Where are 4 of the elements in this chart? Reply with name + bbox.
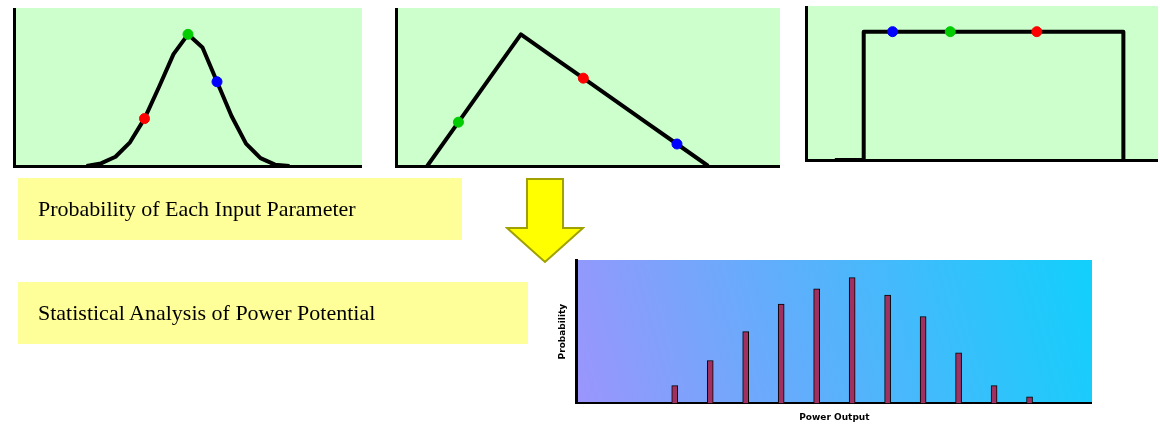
- text: Probability of Each Input Parameter: [18, 178, 462, 240]
- x-axis-title: Power Output: [799, 411, 871, 422]
- y-axis-title: Probability: [556, 303, 567, 360]
- text: Statistical Analysis of Power Potential: [18, 282, 528, 344]
